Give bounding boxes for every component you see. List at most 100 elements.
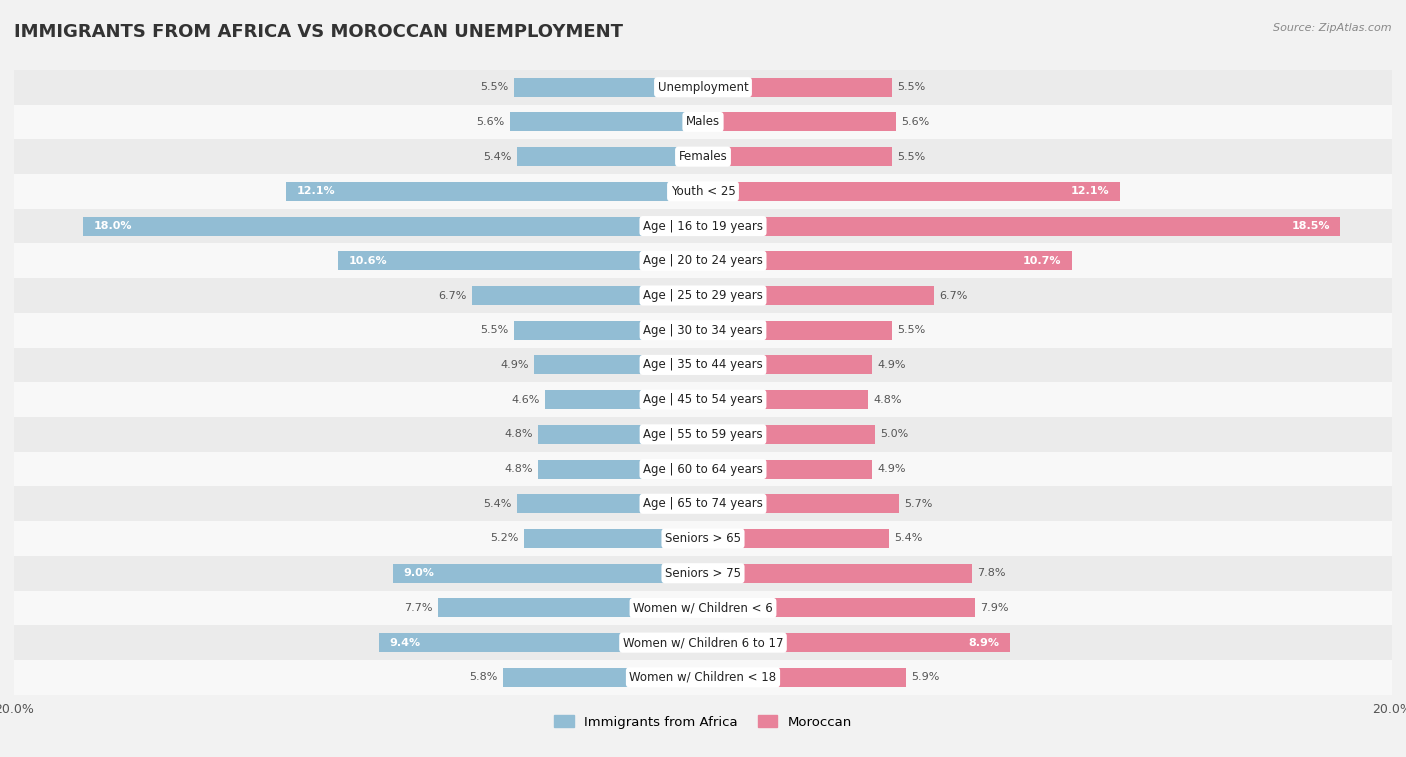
- Bar: [537, 425, 703, 444]
- Text: 4.9%: 4.9%: [877, 360, 905, 370]
- Bar: [337, 251, 703, 270]
- Text: 4.6%: 4.6%: [510, 394, 540, 405]
- Text: 5.6%: 5.6%: [477, 117, 505, 127]
- Text: 5.0%: 5.0%: [880, 429, 908, 439]
- Bar: [537, 459, 703, 478]
- Bar: [472, 286, 703, 305]
- Bar: [510, 112, 703, 132]
- Text: 12.1%: 12.1%: [1071, 186, 1109, 196]
- Bar: [524, 529, 703, 548]
- Text: 5.2%: 5.2%: [491, 534, 519, 544]
- Bar: [544, 390, 703, 410]
- Bar: [703, 147, 893, 167]
- Text: Females: Females: [679, 150, 727, 164]
- Text: 5.5%: 5.5%: [897, 326, 927, 335]
- Text: 5.5%: 5.5%: [479, 83, 509, 92]
- Text: 18.5%: 18.5%: [1292, 221, 1330, 231]
- Text: 5.4%: 5.4%: [894, 534, 922, 544]
- Text: Age | 55 to 59 years: Age | 55 to 59 years: [643, 428, 763, 441]
- Bar: [14, 174, 1392, 209]
- Text: 7.8%: 7.8%: [977, 569, 1005, 578]
- Bar: [703, 564, 972, 583]
- Text: Youth < 25: Youth < 25: [671, 185, 735, 198]
- Text: Age | 35 to 44 years: Age | 35 to 44 years: [643, 358, 763, 372]
- Text: 5.5%: 5.5%: [897, 83, 927, 92]
- Bar: [380, 633, 703, 653]
- Bar: [703, 182, 1119, 201]
- Bar: [14, 660, 1392, 695]
- Text: 9.4%: 9.4%: [389, 637, 420, 648]
- Bar: [513, 78, 703, 97]
- Text: 10.6%: 10.6%: [349, 256, 387, 266]
- Text: Women w/ Children < 6: Women w/ Children < 6: [633, 601, 773, 615]
- Text: Males: Males: [686, 115, 720, 129]
- Bar: [437, 598, 703, 618]
- Text: IMMIGRANTS FROM AFRICA VS MOROCCAN UNEMPLOYMENT: IMMIGRANTS FROM AFRICA VS MOROCCAN UNEMP…: [14, 23, 623, 41]
- Bar: [703, 251, 1071, 270]
- Bar: [14, 590, 1392, 625]
- Bar: [392, 564, 703, 583]
- Text: 4.8%: 4.8%: [503, 464, 533, 474]
- Text: Seniors > 65: Seniors > 65: [665, 532, 741, 545]
- Text: 10.7%: 10.7%: [1022, 256, 1062, 266]
- Bar: [703, 425, 875, 444]
- Text: Age | 65 to 74 years: Age | 65 to 74 years: [643, 497, 763, 510]
- Bar: [83, 217, 703, 235]
- Text: 8.9%: 8.9%: [969, 637, 1000, 648]
- Text: Seniors > 75: Seniors > 75: [665, 567, 741, 580]
- Text: Age | 30 to 34 years: Age | 30 to 34 years: [643, 324, 763, 337]
- Bar: [703, 112, 896, 132]
- Bar: [703, 668, 907, 687]
- Bar: [703, 598, 976, 618]
- Bar: [14, 104, 1392, 139]
- Legend: Immigrants from Africa, Moroccan: Immigrants from Africa, Moroccan: [548, 710, 858, 734]
- Bar: [14, 313, 1392, 347]
- Text: Women w/ Children < 18: Women w/ Children < 18: [630, 671, 776, 684]
- Bar: [703, 633, 1010, 653]
- Text: 6.7%: 6.7%: [939, 291, 967, 301]
- Text: 5.5%: 5.5%: [897, 151, 927, 162]
- Bar: [14, 487, 1392, 521]
- Bar: [703, 355, 872, 375]
- Bar: [703, 286, 934, 305]
- Bar: [703, 494, 900, 513]
- Bar: [14, 278, 1392, 313]
- Bar: [14, 70, 1392, 104]
- Text: 9.0%: 9.0%: [404, 569, 434, 578]
- Text: 5.8%: 5.8%: [470, 672, 498, 682]
- Text: 7.7%: 7.7%: [404, 603, 433, 613]
- Text: Age | 20 to 24 years: Age | 20 to 24 years: [643, 254, 763, 267]
- Bar: [517, 147, 703, 167]
- Text: 7.9%: 7.9%: [980, 603, 1008, 613]
- Bar: [703, 459, 872, 478]
- Text: 6.7%: 6.7%: [439, 291, 467, 301]
- Text: Age | 16 to 19 years: Age | 16 to 19 years: [643, 220, 763, 232]
- Text: 4.8%: 4.8%: [503, 429, 533, 439]
- Text: Source: ZipAtlas.com: Source: ZipAtlas.com: [1274, 23, 1392, 33]
- Bar: [703, 529, 889, 548]
- Text: Age | 60 to 64 years: Age | 60 to 64 years: [643, 463, 763, 475]
- Text: 5.5%: 5.5%: [479, 326, 509, 335]
- Text: 18.0%: 18.0%: [93, 221, 132, 231]
- Bar: [14, 139, 1392, 174]
- Text: Unemployment: Unemployment: [658, 81, 748, 94]
- Bar: [14, 625, 1392, 660]
- Bar: [14, 556, 1392, 590]
- Text: Women w/ Children 6 to 17: Women w/ Children 6 to 17: [623, 636, 783, 650]
- Text: Age | 25 to 29 years: Age | 25 to 29 years: [643, 289, 763, 302]
- Bar: [287, 182, 703, 201]
- Text: 5.4%: 5.4%: [484, 151, 512, 162]
- Text: 4.9%: 4.9%: [501, 360, 529, 370]
- Text: 12.1%: 12.1%: [297, 186, 335, 196]
- Bar: [14, 244, 1392, 278]
- Bar: [703, 217, 1340, 235]
- Bar: [703, 321, 893, 340]
- Text: Age | 45 to 54 years: Age | 45 to 54 years: [643, 393, 763, 407]
- Bar: [513, 321, 703, 340]
- Bar: [517, 494, 703, 513]
- Bar: [703, 78, 893, 97]
- Bar: [14, 452, 1392, 487]
- Bar: [14, 417, 1392, 452]
- Bar: [534, 355, 703, 375]
- Bar: [14, 521, 1392, 556]
